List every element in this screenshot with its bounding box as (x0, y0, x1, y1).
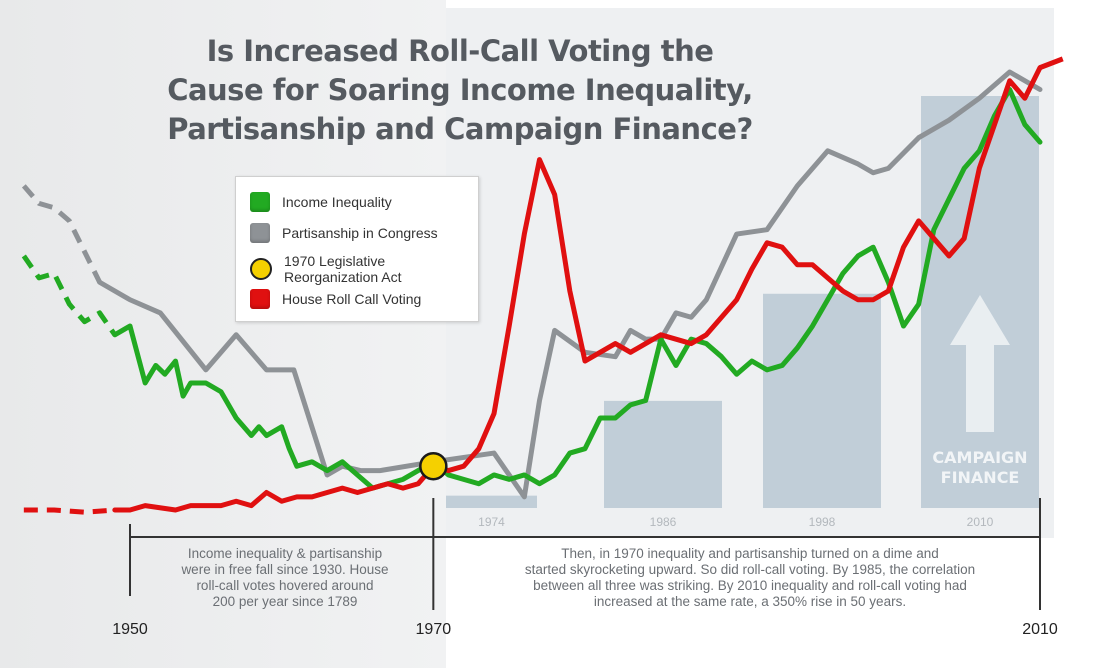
legend-item-roll-call: House Roll Call Voting (250, 289, 421, 309)
pre-1970-background (0, 0, 446, 668)
bar-label-1998: 1998 (809, 515, 836, 529)
series-roll-call-tail (1039, 56, 1064, 70)
green-swatch-icon (250, 192, 270, 212)
legend-item-1970-act: 1970 Legislative Reorganization Act (250, 253, 450, 285)
campaign-finance-bar-1998 (763, 293, 881, 508)
up-arrow-icon (950, 295, 1010, 432)
marker-1970 (419, 451, 448, 481)
x-axis: 1950 1970 2010 (112, 498, 1058, 638)
x-tick-label-1950: 1950 (112, 621, 148, 638)
note-left: Income inequality & partisanship were in… (150, 546, 420, 610)
legend-label: Income Inequality (282, 194, 392, 210)
note-right-line: started skyrocketing upward. So did roll… (524, 562, 976, 577)
legend: Income Inequality Partisanship in Congre… (235, 176, 479, 322)
legend-label: 1970 Legislative Reorganization Act (284, 253, 402, 285)
campaign-finance-bar-1986 (604, 400, 722, 508)
note-right-line: increased at the same rate, a 350% rise … (593, 594, 907, 609)
cf-label-line: CAMPAIGN (932, 448, 1028, 467)
series-house-roll-call-voting (112, 65, 1043, 513)
note-right-line: between all three was striking. By 2010 … (533, 578, 967, 593)
bar-label-1986: 1986 (650, 515, 677, 529)
yellow-circle-icon (250, 258, 272, 280)
note-left-line: Income inequality & partisanship (187, 546, 383, 561)
series-income-inequality (112, 87, 1043, 491)
note-left-line: were in free fall since 1930. House (181, 562, 389, 577)
marker-1970-dot (419, 451, 448, 481)
legend-item-income-inequality: Income Inequality (250, 192, 392, 212)
title-line-2: Cause for Soaring Income Inequality, (167, 73, 753, 107)
title-line-3: Partisanship and Campaign Finance? (167, 112, 753, 146)
title-line-1: Is Increased Roll-Call Voting the (206, 34, 714, 68)
note-right-line: Then, in 1970 inequality and partisanshi… (561, 546, 939, 561)
series-income-inequality-dashed (21, 254, 117, 337)
legend-label: Partisanship in Congress (282, 225, 438, 241)
x-tick-label-2010: 2010 (1022, 621, 1058, 638)
red-swatch-icon (250, 289, 270, 309)
series-partisanship-in-congress (97, 69, 1043, 500)
series-partisanship-in-congress-dashed (21, 184, 102, 284)
chart-title: Is Increased Roll-Call Voting the Cause … (140, 32, 780, 149)
legend-item-partisanship: Partisanship in Congress (250, 223, 438, 243)
note-right: Then, in 1970 inequality and partisanshi… (470, 546, 1030, 610)
series-house-roll-call-voting-dashed (23, 507, 116, 515)
note-left-line: 200 per year since 1789 (212, 594, 358, 609)
campaign-finance-bar-1974 (446, 495, 537, 508)
series-lines (21, 56, 1064, 515)
note-left-line: roll-call votes hovered around (196, 578, 374, 593)
bar-label-2010: 2010 (967, 515, 994, 529)
cf-label-line: FINANCE (940, 468, 1020, 487)
bar-label-1974: 1974 (478, 515, 505, 529)
campaign-finance-label: CAMPAIGN FINANCE (921, 448, 1039, 488)
x-tick-label-1970: 1970 (416, 621, 452, 638)
legend-label: House Roll Call Voting (282, 291, 422, 307)
gray-swatch-icon (250, 223, 270, 243)
